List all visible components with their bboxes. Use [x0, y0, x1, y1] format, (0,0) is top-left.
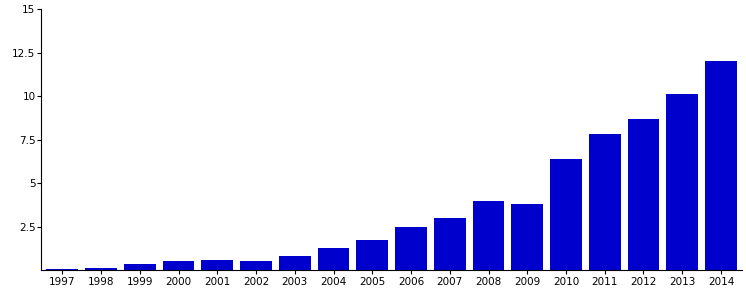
Bar	[163, 261, 195, 270]
Bar	[666, 95, 698, 270]
Bar	[240, 261, 272, 270]
Bar	[511, 204, 543, 270]
Bar	[279, 256, 310, 270]
Bar	[473, 200, 504, 270]
Bar	[434, 218, 466, 270]
Bar	[627, 119, 659, 270]
Bar	[85, 268, 117, 270]
Bar	[124, 264, 156, 270]
Bar	[395, 227, 427, 270]
Bar	[589, 134, 621, 270]
Bar	[705, 61, 737, 270]
Bar	[357, 240, 388, 270]
Bar	[201, 260, 233, 270]
Bar	[550, 159, 582, 270]
Bar	[318, 247, 349, 270]
Bar	[46, 269, 78, 270]
